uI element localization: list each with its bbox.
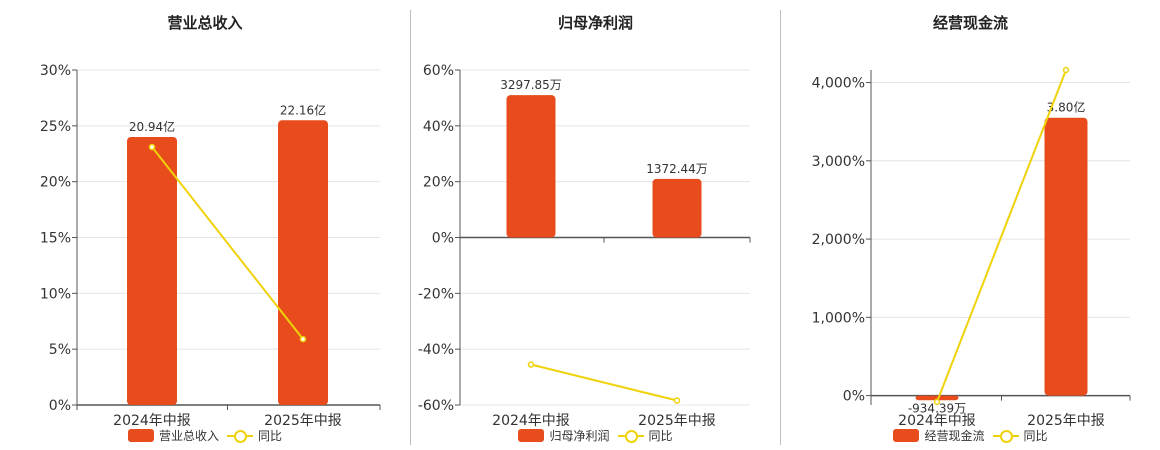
line-point bbox=[527, 361, 535, 368]
line-series bbox=[530, 363, 678, 402]
bar-data-label: 3.80亿 bbox=[1047, 100, 1086, 115]
legend-line-swatch bbox=[617, 429, 644, 443]
x-tick-label: 2024年中报 bbox=[898, 413, 976, 429]
y-tick-label: 10% bbox=[40, 286, 71, 302]
chart-svg: 0% 1,000% 2,000% 3,000% 4,000% 2024年中报 2025年中报… bbox=[812, 66, 1131, 429]
legend-bar-swatch bbox=[127, 429, 154, 442]
legend-line-label: 同比 bbox=[648, 429, 673, 443]
panel-divider bbox=[410, 10, 411, 445]
legend-bar-label: 归母净利润 bbox=[549, 429, 610, 443]
bar bbox=[915, 395, 959, 401]
legend-line-swatch bbox=[992, 429, 1019, 443]
line-point bbox=[1062, 66, 1070, 74]
bar bbox=[1044, 117, 1088, 396]
line-point bbox=[299, 335, 307, 343]
y-tick-label: 5% bbox=[49, 342, 71, 358]
legend-item-bar[interactable]: 营业总收入 bbox=[127, 427, 219, 444]
bar-data-label: -934.39万 bbox=[908, 401, 966, 415]
line-series bbox=[936, 69, 1067, 403]
y-tick-label: 30% bbox=[40, 63, 71, 79]
legend-item-bar[interactable]: 经营现金流 bbox=[893, 427, 985, 444]
x-tick-label: 2025年中报 bbox=[1027, 413, 1105, 429]
y-tick-label: 20% bbox=[40, 175, 71, 191]
chart-panel-net-profit: 归母净利润 -60% -40% -20% 0% 20% 40% 60% 2024年中报 2025… bbox=[411, 0, 780, 450]
line-series bbox=[151, 146, 304, 340]
legend-item-line[interactable]: 同比 bbox=[992, 427, 1048, 444]
y-tick-label: 2,000% bbox=[812, 232, 865, 248]
chart-legend: 营业总收入 同比 bbox=[0, 427, 410, 444]
y-tick-label: 0% bbox=[843, 389, 865, 405]
chart-svg: 0% 5% 10% 15% 20% 25% 30% 2024年中报 2025年中报 20.94亿 2… bbox=[40, 63, 381, 429]
legend-bar-swatch bbox=[518, 429, 545, 442]
y-tick-label: -40% bbox=[418, 342, 454, 358]
y-tick-label: -20% bbox=[418, 286, 454, 302]
y-tick-label: 25% bbox=[40, 119, 71, 135]
chart-legend: 经营现金流 同比 bbox=[781, 427, 1160, 444]
chart-title: 归母净利润 bbox=[557, 14, 633, 32]
chart-title: 营业总收入 bbox=[167, 14, 243, 32]
chart-panel-revenue: 营业总收入 0% 5% 10% 15% 20% 25% 30% 2024年中报 2025年中报 2… bbox=[0, 0, 410, 450]
x-tick-label: 2024年中报 bbox=[113, 413, 191, 429]
panel-divider bbox=[780, 10, 781, 445]
bar-data-label: 22.16亿 bbox=[280, 102, 326, 117]
bar bbox=[652, 178, 702, 238]
chart-legend: 归母净利润 同比 bbox=[411, 427, 780, 444]
chart-panel-cash-flow: 经营现金流 0% 1,000% 2,000% 3,000% 4,000% 2024年中报 2… bbox=[781, 0, 1160, 450]
bar-data-label: 1372.44万 bbox=[646, 162, 708, 176]
legend-item-bar[interactable]: 归母净利润 bbox=[518, 427, 610, 444]
y-tick-label: 4,000% bbox=[812, 76, 865, 92]
y-tick-label: 1,000% bbox=[812, 310, 865, 326]
legend-line-label: 同比 bbox=[258, 429, 283, 443]
bar bbox=[278, 120, 328, 405]
legend-line-swatch bbox=[227, 429, 253, 443]
y-tick-label: 0% bbox=[432, 231, 454, 247]
chart-svg: -60% -40% -20% 0% 20% 40% 60% 2024年中报 2025年中报 329… bbox=[418, 63, 751, 429]
legend-bar-swatch bbox=[893, 429, 920, 442]
y-tick-label: 3,000% bbox=[812, 154, 865, 170]
legend-item-line[interactable]: 同比 bbox=[227, 427, 282, 444]
bar-data-label: 3297.85万 bbox=[500, 78, 562, 92]
y-tick-label: 15% bbox=[40, 231, 71, 247]
line-point bbox=[673, 397, 681, 404]
legend-line-label: 同比 bbox=[1023, 429, 1048, 443]
x-tick-label: 2025年中报 bbox=[264, 413, 342, 429]
bar bbox=[506, 95, 556, 238]
line-point bbox=[933, 398, 941, 406]
x-tick-label: 2024年中报 bbox=[492, 413, 570, 429]
x-tick-label: 2025年中报 bbox=[638, 413, 716, 429]
y-tick-label: 40% bbox=[423, 119, 454, 135]
chart-title: 经营现金流 bbox=[932, 14, 1008, 32]
y-tick-label: 20% bbox=[423, 175, 454, 191]
line-point bbox=[148, 143, 156, 151]
y-tick-label: 60% bbox=[423, 63, 454, 79]
bar bbox=[127, 137, 177, 405]
bar-data-label: 20.94亿 bbox=[129, 119, 175, 134]
legend-bar-label: 经营现金流 bbox=[924, 429, 985, 443]
y-tick-label: -60% bbox=[418, 398, 454, 414]
legend-bar-label: 营业总收入 bbox=[158, 429, 219, 443]
y-tick-label: 0% bbox=[49, 398, 71, 414]
legend-item-line[interactable]: 同比 bbox=[617, 427, 673, 444]
